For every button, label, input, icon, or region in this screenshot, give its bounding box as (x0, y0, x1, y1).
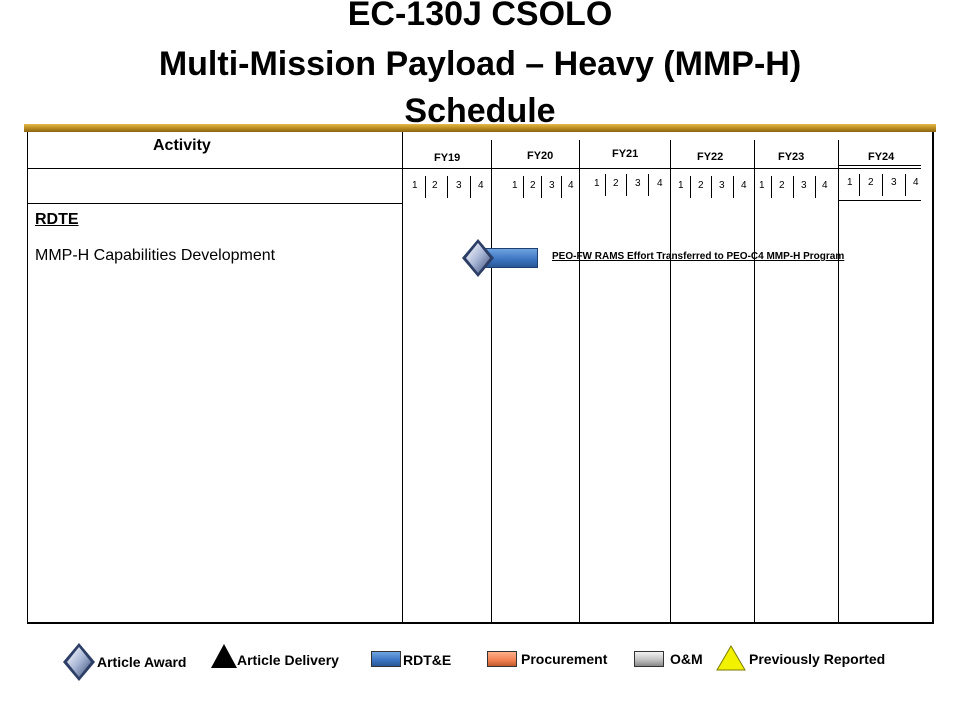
quarter-separator (771, 176, 772, 198)
legend-rdte: RDT&E (403, 652, 452, 668)
quarter-label: 1 (412, 180, 418, 191)
legend-article-award: Article Award (97, 654, 187, 670)
fy24-rule (839, 165, 921, 166)
procurement-legend-swatch (487, 651, 517, 667)
quarter-label: 2 (779, 180, 785, 191)
fy22-fy23-divider (754, 140, 755, 622)
activity-column-divider (402, 132, 403, 622)
schedule-table (27, 132, 934, 624)
fy-label: FY23 (778, 151, 805, 163)
quarter-label: 2 (432, 180, 438, 191)
fy20-fy21-divider (579, 140, 580, 622)
quarter-label: 1 (759, 180, 765, 191)
fy-label: FY19 (434, 152, 461, 164)
article-award-diamond-icon (462, 239, 494, 277)
quarter-label: 2 (698, 180, 704, 191)
quarter-separator (905, 174, 906, 196)
quarter-label: 4 (568, 180, 574, 191)
quarter-label: 3 (549, 180, 555, 191)
fy21-fy22-divider (670, 140, 671, 622)
quarter-separator (523, 176, 524, 198)
fy19-fy20-divider (491, 140, 492, 622)
title-line-3: Schedule (404, 92, 556, 130)
legend-previously-reported: Previously Reported (749, 651, 886, 667)
quarter-label: 3 (801, 180, 807, 191)
quarter-label: 3 (719, 180, 725, 191)
header-divider (24, 124, 936, 132)
quarter-label: 4 (913, 177, 919, 188)
quarter-label: 3 (891, 177, 897, 188)
previously-reported-triangle-icon (716, 645, 746, 671)
quarter-separator (733, 176, 734, 198)
rdte-legend-swatch (371, 651, 401, 667)
om-legend-swatch (634, 651, 664, 667)
article-delivery-triangle-icon (211, 644, 237, 668)
quarter-separator (561, 176, 562, 198)
quarter-label: 2 (613, 178, 619, 189)
quarter-label: 1 (847, 177, 853, 188)
quarter-label: 2 (868, 177, 874, 188)
quarter-separator (470, 176, 471, 198)
quarter-label: 4 (741, 180, 747, 191)
fy-label: FY24 (868, 151, 895, 163)
quarter-label: 2 (530, 180, 536, 191)
quarter-label: 1 (512, 180, 518, 191)
quarter-separator (690, 176, 691, 198)
article-award-legend-icon (63, 643, 95, 681)
fy23-fy24-divider (838, 140, 839, 622)
legend-article-delivery: Article Delivery (237, 652, 339, 668)
quarter-separator (648, 174, 649, 196)
quarter-separator (882, 174, 883, 196)
header-rule-top (27, 168, 403, 169)
fy-label: FY20 (527, 150, 554, 162)
quarter-separator (793, 176, 794, 198)
quarter-separator (605, 174, 606, 196)
quarter-label: 4 (822, 180, 828, 191)
quarter-separator (425, 176, 426, 198)
quarter-label: 3 (456, 180, 462, 191)
quarter-separator (859, 174, 860, 196)
quarter-separator (711, 176, 712, 198)
fy-label: FY22 (697, 151, 724, 163)
quarter-label: 4 (478, 180, 484, 191)
header-rule-bottom (27, 203, 403, 204)
fy-label: FY21 (612, 148, 639, 160)
quarter-separator (815, 176, 816, 198)
schedule-note: PEO-FW RAMS Effort Transferred to PEO-C4… (552, 251, 845, 262)
legend-procurement: Procurement (521, 651, 608, 667)
fy-rule (403, 168, 921, 169)
quarter-label: 1 (594, 178, 600, 189)
section-heading-rdte: RDTE (35, 211, 79, 228)
activity-name: MMP-H Capabilities Development (35, 247, 276, 264)
fy24-quarter-rule (839, 200, 921, 201)
title-line-1: EC-130J CSOLO (347, 0, 613, 33)
quarter-label: 4 (657, 178, 663, 189)
legend-om: O&M (670, 651, 703, 667)
quarter-label: 1 (678, 180, 684, 191)
quarter-separator (541, 176, 542, 198)
quarter-label: 3 (635, 178, 641, 189)
activity-column-header: Activity (153, 137, 211, 154)
quarter-separator (447, 176, 448, 198)
title-line-2: Multi-Mission Payload – Heavy (MMP-H) (158, 45, 802, 83)
quarter-separator (626, 174, 627, 196)
